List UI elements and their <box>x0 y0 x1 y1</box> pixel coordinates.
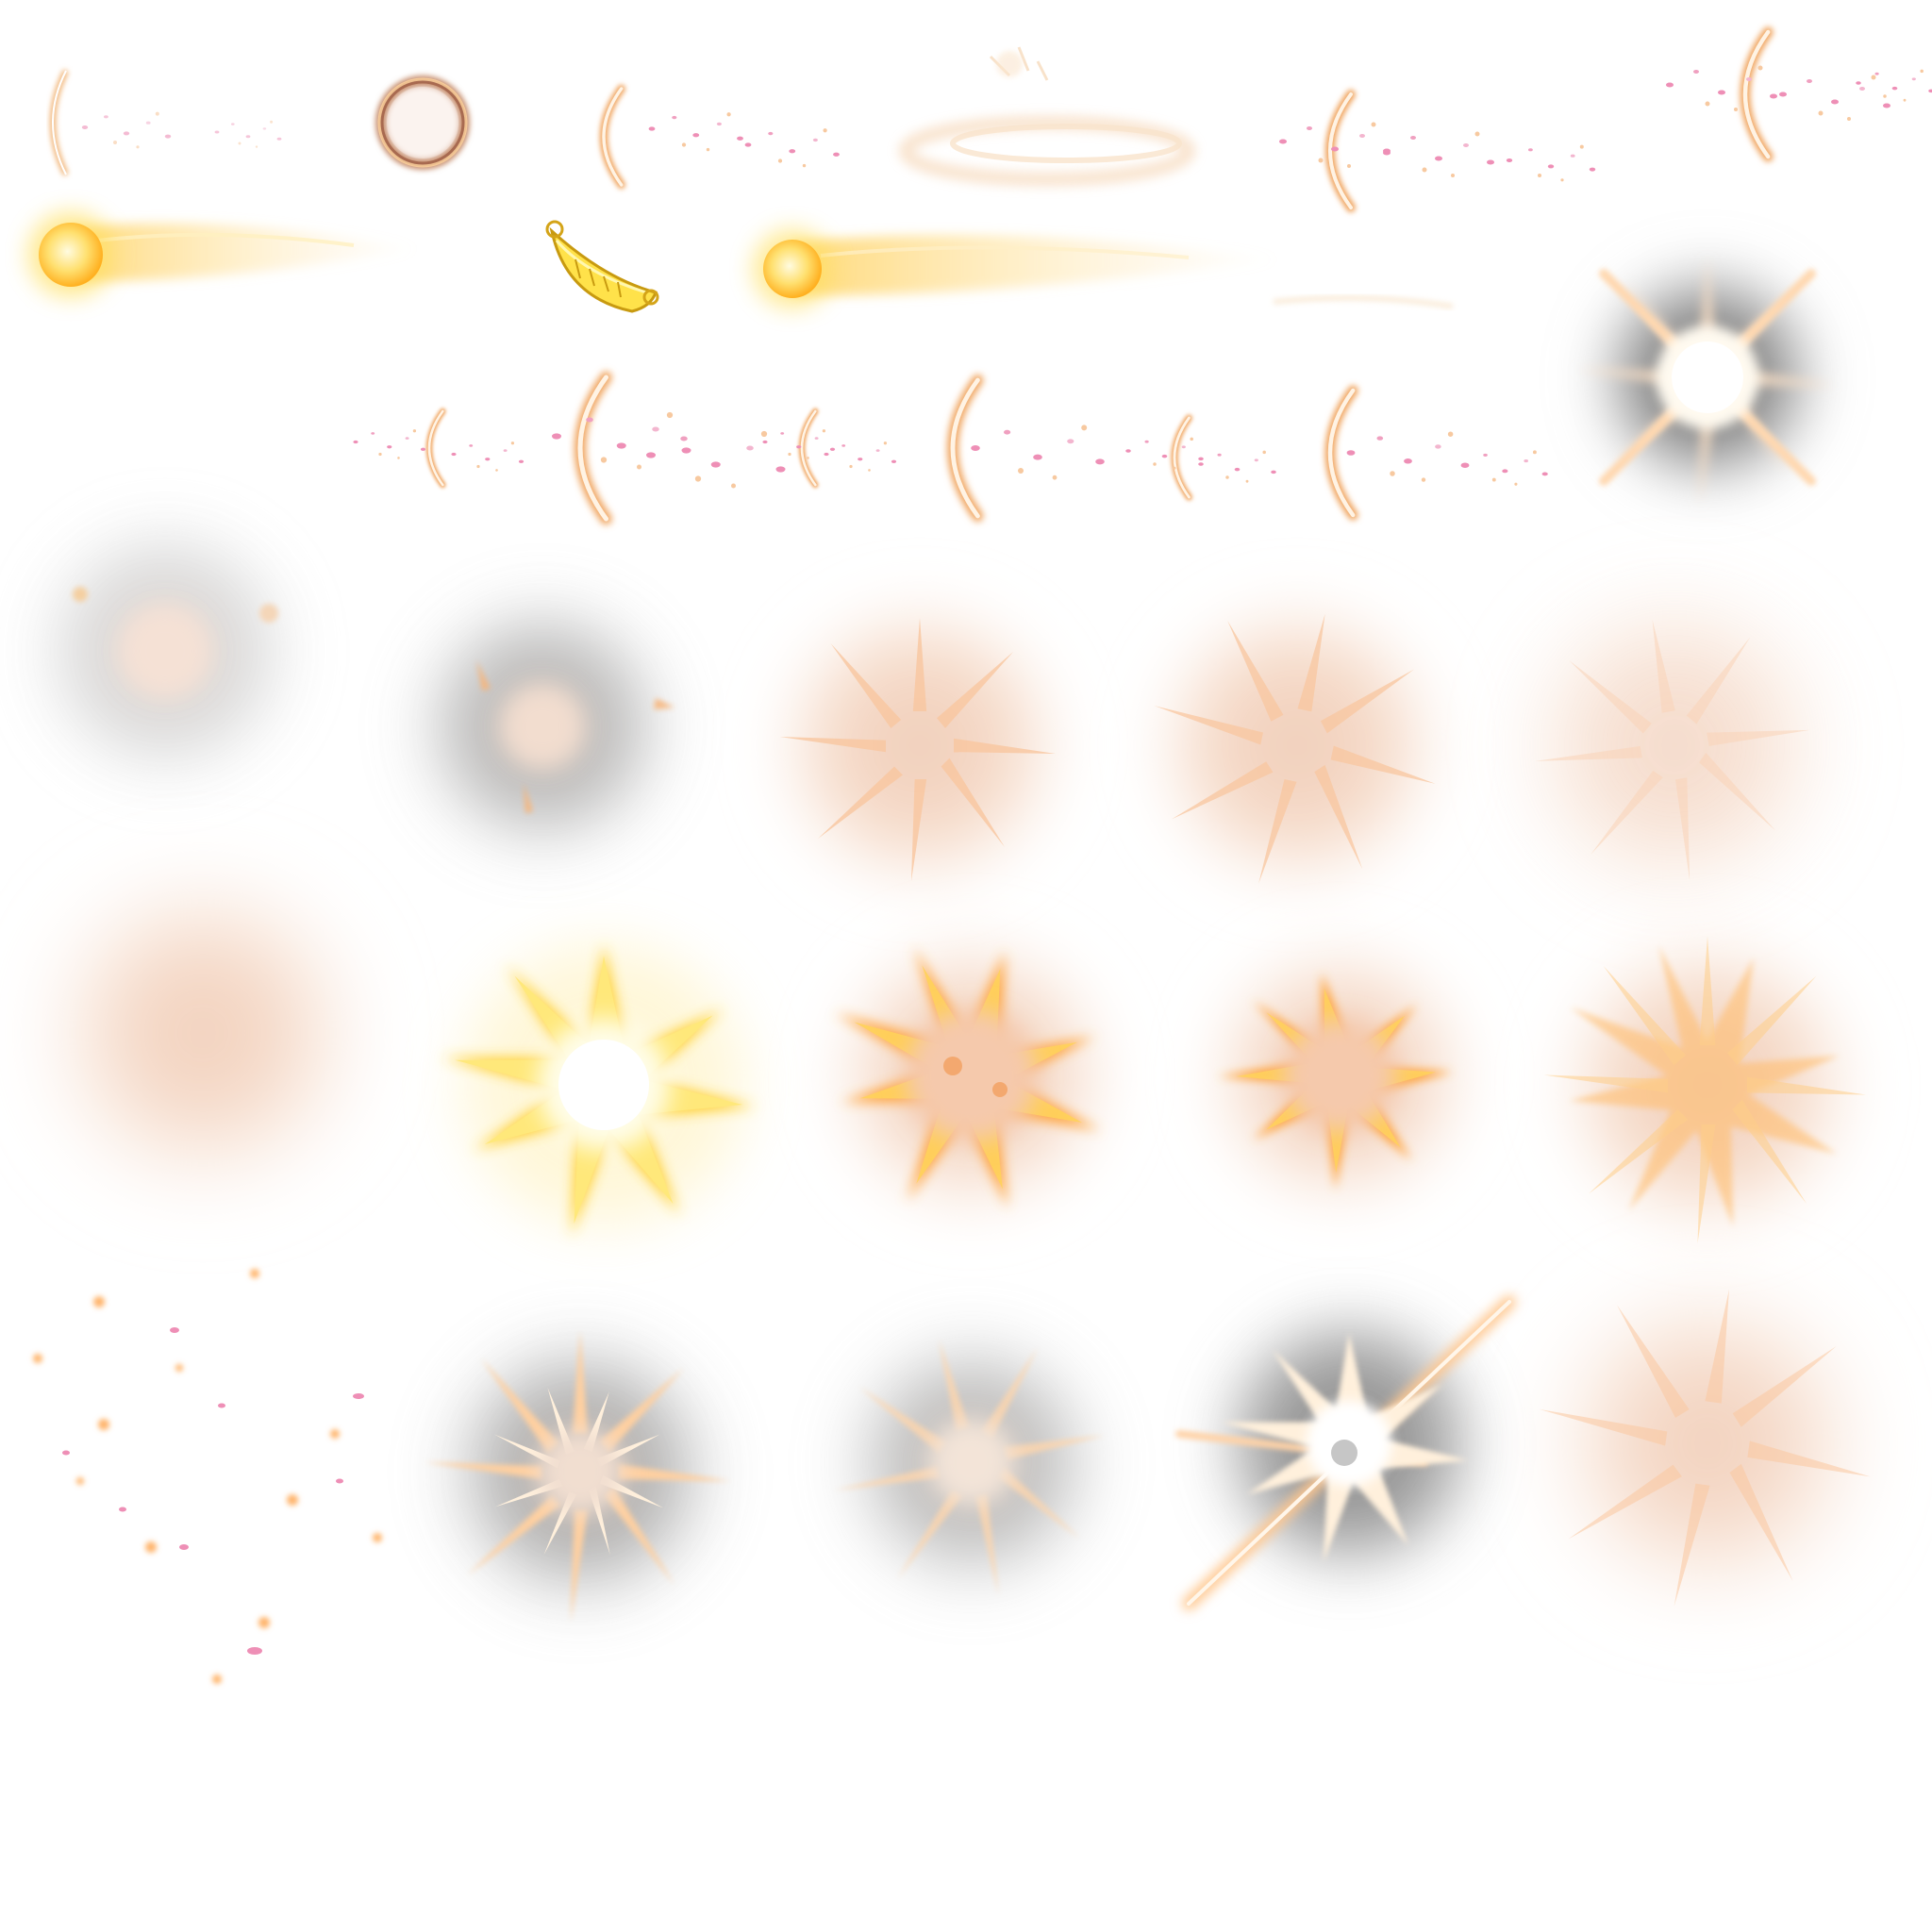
large-arc-petals-icon <box>1330 391 1548 515</box>
petal-sparkle-scatter-icon <box>33 1269 382 1684</box>
small-arc-petals-icon <box>353 411 525 485</box>
dissipating-explosion-icon <box>1511 905 1890 1272</box>
smear-swirl-icon <box>899 46 1195 186</box>
dark-spark-fade-icon <box>803 1304 1139 1630</box>
thin-arc-wave-icon <box>50 69 282 176</box>
peach-smoke-rays-icon <box>764 590 1075 901</box>
large-arc-petals-icon <box>552 377 786 519</box>
peach-smoke-fade-icon <box>1514 585 1835 906</box>
projectile-row <box>28 212 1454 313</box>
petal-arc-wave-icon <box>1279 94 1596 208</box>
yellow-star-burst-icon <box>441 943 756 1237</box>
fading-trail-icon <box>1273 295 1454 309</box>
large-arc-petals-icon <box>953 380 1105 516</box>
golden-explosion-row <box>42 873 1890 1272</box>
orb-comet-trail-icon <box>753 229 1283 308</box>
dark-star-flash-icon <box>1574 257 1836 506</box>
petal-arc-wave-icon <box>604 89 840 185</box>
orange-explosion-icon <box>1198 934 1481 1217</box>
peach-haze-rays-icon <box>1514 1265 1894 1631</box>
petal-wave-and-ring-row <box>50 32 1932 208</box>
soft-peach-glow-icon <box>42 873 363 1193</box>
grey-smoke-puff-icon <box>24 509 307 792</box>
petal-ring-burst-icon <box>1666 32 1932 157</box>
golden-crown-bowl-icon <box>545 220 659 313</box>
grey-smoke-sparks-icon <box>401 585 684 868</box>
orange-explosion-icon <box>791 912 1140 1246</box>
small-arc-petals-icon <box>1125 418 1276 497</box>
arc-petal-sequence-row <box>353 257 1836 520</box>
orb-comet-icon <box>28 212 420 297</box>
small-arc-petals-icon <box>762 411 897 485</box>
white-flash-streak-icon <box>1175 1295 1516 1610</box>
smoke-dissipate-row <box>24 509 1835 916</box>
peach-smoke-rays-icon <box>1123 583 1466 916</box>
smoky-ring-icon <box>375 75 470 170</box>
dark-spark-burst-icon <box>425 1321 731 1623</box>
spark-explosion-row <box>33 1265 1894 1684</box>
